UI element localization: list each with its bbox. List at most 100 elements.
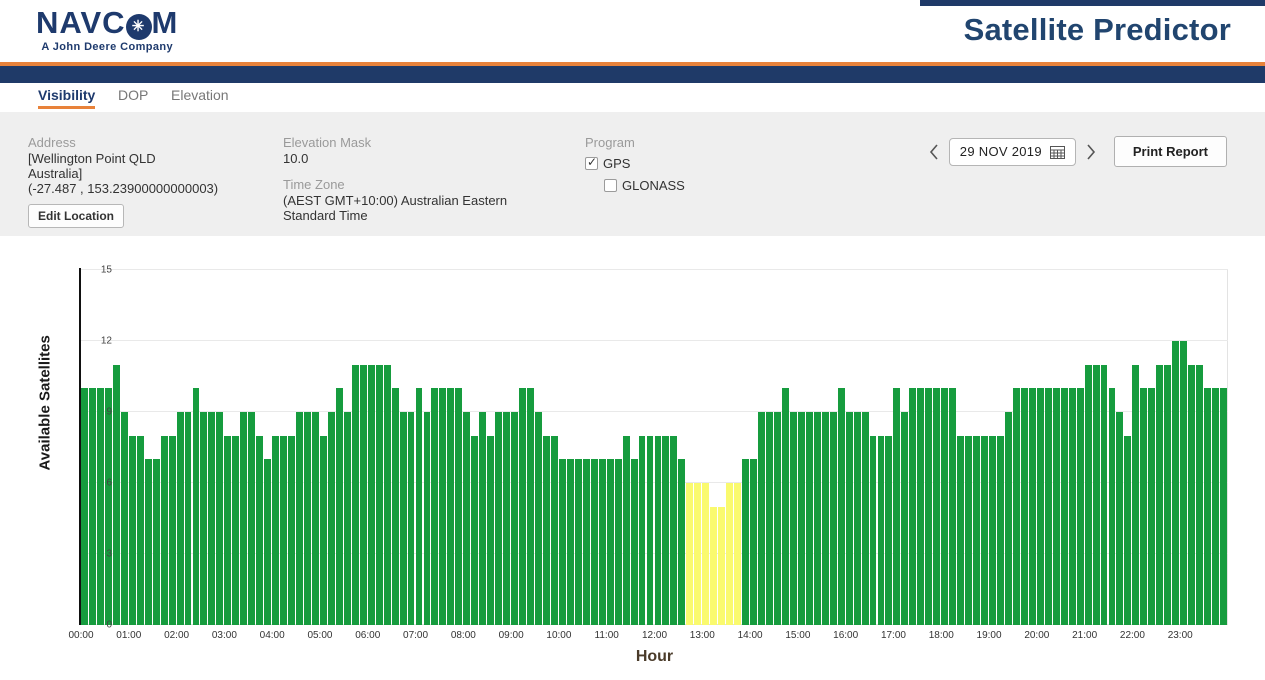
chart-bar bbox=[630, 459, 638, 625]
chart-bar bbox=[869, 435, 877, 625]
chart-bar bbox=[1012, 388, 1020, 625]
chart-bar bbox=[861, 412, 869, 625]
x-tick-label: 15:00 bbox=[785, 630, 811, 641]
x-tick-label: 14:00 bbox=[737, 630, 763, 641]
chart-bar bbox=[885, 435, 893, 625]
glonass-checkbox-row: GLONASS bbox=[604, 178, 785, 193]
chart-bar bbox=[447, 388, 455, 625]
chart-bar bbox=[781, 388, 789, 625]
chart-bar bbox=[646, 435, 654, 625]
chart-bar bbox=[168, 435, 176, 625]
settings-panel: Address [Wellington Point QLD Australia]… bbox=[0, 112, 1265, 236]
x-tick-label: 13:00 bbox=[689, 630, 715, 641]
x-tick-label: 06:00 bbox=[355, 630, 381, 641]
previous-day-button[interactable] bbox=[927, 141, 941, 163]
chart-bar bbox=[773, 412, 781, 625]
chart-bar bbox=[1044, 388, 1052, 625]
chart-bar bbox=[909, 388, 917, 625]
y-axis-title: Available Satellites bbox=[36, 335, 54, 471]
chart-bar bbox=[1132, 364, 1140, 625]
x-tick-label: 11:00 bbox=[594, 630, 619, 641]
chart-bar bbox=[973, 435, 981, 625]
visibility-chart: Available Satellites 0 3 6 9 12 15 00:00 01:00… bbox=[0, 236, 1265, 680]
chart-bar bbox=[120, 412, 128, 625]
x-tick-label: 21:00 bbox=[1072, 630, 1098, 641]
chart-bar bbox=[558, 459, 566, 625]
y-axis-line bbox=[79, 268, 81, 625]
chart-bar bbox=[264, 459, 272, 625]
tab-elevation[interactable]: Elevation bbox=[171, 87, 229, 103]
chart-bar bbox=[463, 412, 471, 625]
header: NAVC ✳ M A John Deere Company Satellite Pr… bbox=[0, 0, 1265, 62]
chart-bar bbox=[1140, 388, 1148, 625]
chart-bar bbox=[1164, 364, 1172, 625]
elevation-mask-value: 10.0 bbox=[283, 151, 309, 166]
edit-location-button[interactable]: Edit Location bbox=[28, 204, 124, 228]
chart-bar bbox=[407, 412, 415, 625]
tab-bar: Visibility DOP Elevation bbox=[0, 83, 1265, 112]
chart-bar bbox=[734, 483, 742, 625]
x-tick-label: 01:00 bbox=[116, 630, 142, 641]
chart-bar bbox=[399, 412, 407, 625]
chart-bar bbox=[797, 412, 805, 625]
chart-bar bbox=[216, 412, 224, 625]
date-picker[interactable]: 29 NOV 2019 bbox=[948, 137, 1076, 166]
gps-checkbox[interactable]: ✓ bbox=[585, 155, 598, 170]
chart-bar bbox=[479, 412, 487, 625]
chart-bar bbox=[503, 412, 511, 625]
tab-visibility[interactable]: Visibility bbox=[38, 87, 96, 109]
chart-bar bbox=[367, 364, 375, 625]
chart-bar bbox=[1196, 364, 1204, 625]
top-edge-strip bbox=[920, 0, 1265, 6]
chart-bar bbox=[789, 412, 797, 625]
x-tick-label: 00:00 bbox=[68, 630, 94, 641]
next-day-button[interactable] bbox=[1084, 141, 1098, 163]
chart-bar bbox=[638, 435, 646, 625]
tab-dop[interactable]: DOP bbox=[118, 87, 149, 103]
chart-bar bbox=[1060, 388, 1068, 625]
chart-bar bbox=[415, 388, 423, 625]
program-label: Program bbox=[585, 135, 635, 150]
gps-checkbox-label: GPS bbox=[603, 156, 631, 171]
y-tick-label: 9 bbox=[106, 406, 112, 418]
calendar-icon bbox=[1049, 145, 1065, 159]
chart-bar bbox=[1156, 364, 1164, 625]
print-report-button[interactable]: Print Report bbox=[1113, 136, 1227, 167]
chart-bar bbox=[176, 412, 184, 625]
y-tick-label: 15 bbox=[100, 264, 112, 276]
x-tick-label: 23:00 bbox=[1167, 630, 1193, 641]
chart-bar bbox=[1052, 388, 1060, 625]
chart-bar bbox=[192, 388, 200, 625]
chart-bar bbox=[853, 412, 861, 625]
glonass-checkbox[interactable] bbox=[604, 179, 617, 192]
gps-checkbox-row: ✓ GPS bbox=[585, 155, 785, 171]
chart-bar bbox=[670, 435, 678, 625]
chart-bar bbox=[224, 435, 232, 625]
gridline bbox=[81, 269, 1228, 270]
plot-right-border bbox=[1227, 270, 1228, 625]
chart-bar bbox=[582, 459, 590, 625]
chart-bar bbox=[375, 364, 383, 625]
chart-bar bbox=[1036, 388, 1044, 625]
page-title: Satellite Predictor bbox=[963, 12, 1231, 47]
chart-bar bbox=[750, 459, 757, 625]
chart-bar bbox=[1108, 388, 1116, 625]
x-tick-label: 10:00 bbox=[546, 630, 572, 641]
logo-star-icon: ✳ bbox=[125, 14, 152, 40]
chart-bar bbox=[829, 412, 837, 625]
x-tick-label: 18:00 bbox=[928, 630, 954, 641]
chart-bar bbox=[614, 459, 622, 625]
chart-bar bbox=[359, 364, 367, 625]
address-line: Australia] bbox=[28, 166, 83, 181]
chart-bar bbox=[240, 412, 248, 625]
y-tick-label: 12 bbox=[100, 335, 112, 347]
x-tick-label: 19:00 bbox=[976, 630, 1002, 641]
x-tick-label: 03:00 bbox=[211, 630, 237, 641]
time-zone-label: Time Zone bbox=[283, 177, 345, 192]
chart-bar bbox=[1068, 388, 1076, 625]
chart-bar bbox=[327, 412, 335, 625]
chart-bar bbox=[606, 459, 614, 625]
chart-bar bbox=[550, 435, 558, 625]
chart-bar bbox=[391, 388, 399, 625]
